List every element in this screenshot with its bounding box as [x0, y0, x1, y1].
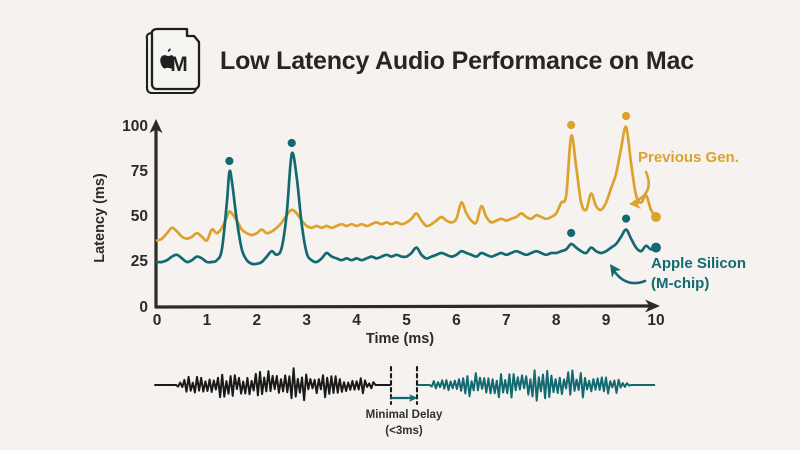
chart-axes [149, 119, 660, 313]
y-axis-ticks: 100 75 50 25 0 [122, 118, 148, 316]
x-axis-line [154, 304, 651, 309]
peak-marker-0-0 [567, 120, 576, 130]
y-tick-75: 75 [131, 163, 149, 180]
series-endpoint-1-4 [651, 242, 661, 253]
apple-m-chip-icon: M [145, 27, 201, 95]
series-endpoint-0-2 [651, 212, 661, 222]
waveform-input-path [154, 367, 392, 402]
y-axis-arrow [149, 119, 163, 133]
x-tick-1: 1 [203, 312, 212, 329]
apple-logo-icon [160, 48, 175, 69]
x-tick-6: 6 [452, 312, 461, 329]
page-title: Low Latency Audio Performance on Mac [220, 46, 694, 75]
apple-silicon-arrow-curve [612, 269, 647, 285]
x-tick-4: 4 [352, 312, 361, 329]
x-tick-10: 10 [647, 312, 664, 329]
apple-silicon-annotation: Apple Silicon (M-chip) [610, 255, 746, 292]
peak-marker-1-2 [567, 228, 576, 238]
x-tick-0: 0 [153, 312, 162, 329]
x-tick-2: 2 [252, 312, 261, 329]
x-tick-8: 8 [552, 312, 561, 329]
y-tick-25: 25 [131, 253, 149, 270]
apple-silicon-arrow-head [610, 264, 621, 278]
x-axis-arrow [645, 299, 660, 313]
chip-letter: M [170, 53, 188, 76]
peak-marker-0-1 [621, 111, 631, 121]
x-axis-ticks: 0 1 2 3 4 5 6 7 8 9 10 [153, 312, 665, 329]
previous-gen-label: Previous Gen. [638, 149, 739, 166]
previous-gen-annotation: Previous Gen. [629, 149, 739, 209]
delay-label-line2: (<3ms) [385, 425, 423, 437]
apple-silicon-label-line1: Apple Silicon [651, 255, 746, 272]
chart-series-layer [155, 125, 658, 266]
x-tick-5: 5 [402, 312, 411, 329]
apple-silicon-label-line2: (M-chip) [651, 275, 709, 292]
delay-label-line1: Minimal Delay [366, 409, 443, 421]
series-line-1 [155, 151, 658, 266]
peak-marker-1-0 [225, 156, 234, 166]
y-tick-100: 100 [122, 118, 148, 135]
peak-marker-1-3 [621, 214, 631, 223]
y-tick-0: 0 [139, 299, 148, 316]
title-row: M Low Latency Audio Performance on Mac [142, 26, 694, 96]
chart-marker-layer [225, 111, 661, 253]
delay-arrow-head [409, 394, 418, 402]
latency-waveform-illustration: Minimal Delay (<3ms) [154, 365, 656, 437]
x-tick-7: 7 [502, 312, 511, 329]
y-axis-title: Latency (ms) [92, 173, 108, 263]
previous-gen-arrow-head [629, 197, 641, 209]
x-axis-title: Time (ms) [366, 331, 434, 347]
peak-marker-1-1 [287, 138, 296, 148]
y-tick-50: 50 [131, 208, 148, 225]
x-tick-3: 3 [302, 312, 311, 329]
waveform-output-path [416, 369, 656, 402]
x-tick-9: 9 [602, 312, 611, 329]
